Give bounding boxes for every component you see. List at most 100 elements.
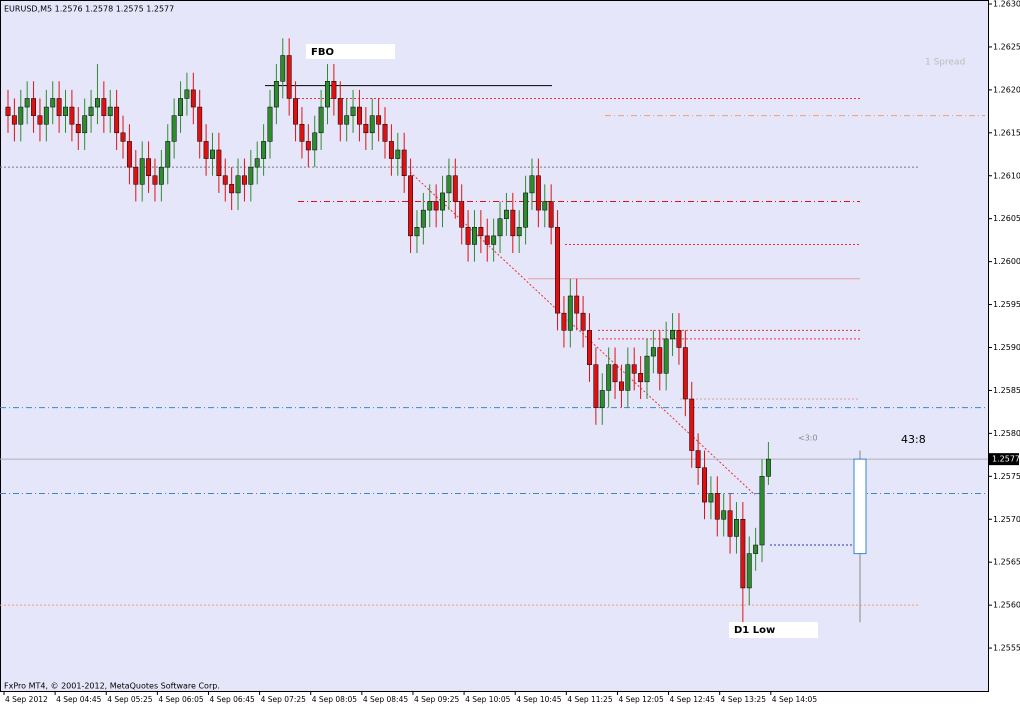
candle-body [56, 98, 62, 116]
candle-body [146, 158, 152, 176]
candle-body [702, 467, 707, 503]
candle-body [446, 175, 452, 194]
candle-body [267, 106, 273, 142]
candle-body [88, 106, 94, 116]
y-tick-label: 1.2600 [993, 257, 1020, 266]
candle-body [369, 115, 375, 134]
y-tick-label: 1.2580 [993, 429, 1020, 438]
y-tick-label: 1.2605 [993, 214, 1020, 223]
candle-body [465, 227, 471, 245]
candle-body [670, 330, 676, 340]
x-tick-label: 4 Sep 07:25 [261, 695, 307, 704]
candle-body [721, 510, 727, 520]
symbol-header: EURUSD,M5 1.2576 1.2578 1.2575 1.2577 [4, 5, 174, 14]
candle-body [740, 519, 746, 589]
candle-body [43, 106, 49, 125]
candle-body [126, 141, 132, 168]
candle-body [746, 553, 752, 589]
candle-body [363, 123, 369, 134]
candle-body [676, 330, 682, 348]
candle-body [254, 158, 260, 168]
candle-body [631, 364, 637, 374]
candle-body [18, 106, 24, 125]
candle-body [714, 493, 720, 520]
candle-body [408, 175, 414, 237]
plot-area [0, 0, 989, 692]
y-tick-label: 1.2585 [993, 386, 1020, 395]
candle-body [31, 98, 37, 116]
candle-body [280, 55, 286, 82]
candle-body [388, 141, 394, 159]
candle-body [548, 201, 554, 228]
candle-body [248, 166, 254, 185]
candle-body [344, 115, 350, 125]
candle-body [139, 158, 145, 185]
candle-body [350, 106, 356, 116]
y-tick-label: 1.2630 [993, 0, 1020, 9]
y-tick-label: 1.2565 [993, 558, 1020, 567]
candle-body [5, 106, 11, 116]
candle-body [203, 141, 209, 159]
x-tick-label: 4 Sep 13:25 [721, 695, 767, 704]
label-box [306, 44, 395, 59]
candle-body [638, 373, 644, 383]
candle-body [286, 55, 292, 99]
candle-body [657, 347, 663, 374]
candle-body [216, 149, 222, 177]
candle-body [11, 115, 17, 125]
candle-body [612, 364, 618, 383]
x-tick-label: 4 Sep 11:25 [567, 695, 613, 704]
candle-body [261, 141, 267, 159]
candle-body [229, 184, 235, 194]
current-price-label: 1.2577 [992, 455, 1020, 464]
candle-body [427, 201, 433, 211]
y-tick-label: 1.2570 [993, 515, 1020, 524]
x-tick-label: 4 Sep 06:05 [158, 695, 204, 704]
candle-body [650, 347, 656, 357]
copyright: FxPro MT4, © 2001-2012, MetaQuotes Softw… [4, 682, 220, 691]
candle-body [440, 192, 445, 211]
fbo-label: FBO [311, 47, 334, 58]
candle-body [765, 458, 771, 477]
candle-body [63, 106, 68, 116]
candle-body [491, 235, 497, 245]
x-tick-label: 4 Sep 05:25 [107, 695, 153, 704]
candle-body [574, 295, 580, 314]
candle-body [587, 330, 592, 365]
candle-body [101, 98, 107, 116]
candle-body [82, 115, 88, 134]
candle-body [420, 209, 426, 228]
candle-body [567, 295, 573, 331]
x-tick-label: 4 Sep 12:45 [670, 695, 716, 704]
candle-body [37, 115, 43, 125]
candle-body [241, 175, 247, 185]
candle-body [325, 81, 330, 108]
x-tick-label: 4 Sep 06:45 [209, 695, 255, 704]
candle-body [293, 98, 299, 125]
candle-body [158, 166, 164, 185]
candle-body [555, 227, 560, 314]
trend-line [409, 171, 756, 496]
price-box [989, 453, 1019, 466]
candle-body [401, 149, 407, 177]
y-tick-label: 1.2625 [993, 42, 1020, 51]
x-tick-label: 4 Sep 10:45 [516, 695, 562, 704]
candle-body [178, 98, 183, 116]
candle-body [114, 106, 120, 134]
candle-body [472, 227, 477, 245]
candle-body [414, 227, 420, 237]
y-tick-label: 1.2555 [993, 644, 1020, 653]
candle-body [523, 192, 529, 228]
y-tick-label: 1.2615 [993, 128, 1020, 137]
candle-body [357, 106, 362, 125]
y-tick-label: 1.2610 [993, 171, 1020, 180]
candle-body [318, 106, 324, 134]
candle-body [529, 175, 535, 194]
candle-body [197, 106, 203, 142]
candle-body [382, 123, 388, 142]
x-tick-label: 4 Sep 08:45 [363, 695, 409, 704]
candle-body [708, 493, 714, 503]
candle-body [510, 209, 516, 237]
candle-body [727, 510, 733, 537]
candle-body [695, 450, 701, 468]
